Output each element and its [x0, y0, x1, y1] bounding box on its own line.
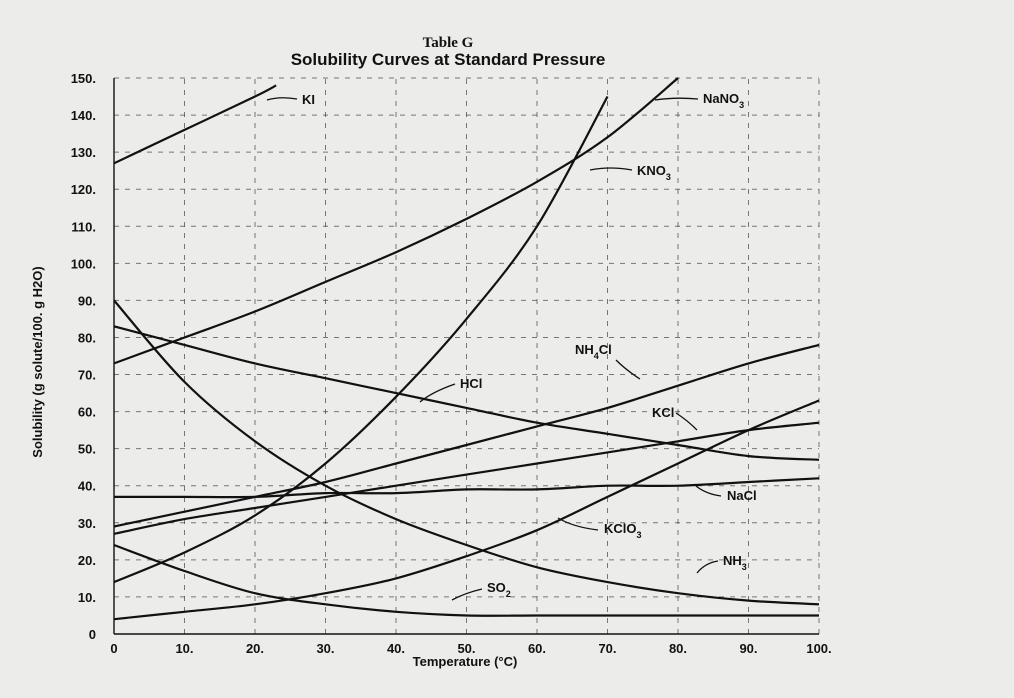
series-labels: KI NaNO3 KNO3 NH4Cl HCl KCl NaCl KClO3 NH3 SO2: [266, 91, 757, 601]
leader-kclo3: [557, 517, 599, 531]
y-tick-labels: 0 10. 20. 30. 40. 50. 60. 70. 80. 90. 100. 110. 120.…: [71, 71, 96, 642]
chart-title: Table G: [423, 35, 474, 51]
leader-hcl: [419, 383, 456, 403]
label-ki: KI: [302, 92, 315, 107]
axes: [113, 78, 819, 635]
curve-ki: [114, 84, 277, 165]
leader-kcl: [675, 412, 698, 431]
y-tick-label: 30.: [78, 516, 96, 531]
y-tick-label: 110.: [71, 219, 96, 234]
y-tick-label: 50.: [78, 442, 96, 457]
series-curves: [114, 77, 820, 621]
label-so2: SO2: [487, 580, 511, 599]
leader-nacl: [695, 485, 722, 497]
leader-kno3: [589, 167, 633, 171]
curve-nacl: [114, 477, 820, 499]
curve-nh3: [114, 299, 820, 606]
curve-nano3: [114, 77, 679, 365]
grid-lines: [114, 77, 820, 634]
y-tick-label: 40.: [78, 479, 96, 494]
leader-nano3: [654, 97, 699, 101]
y-tick-label: 80.: [78, 330, 96, 345]
label-hcl: HCl: [460, 376, 482, 391]
label-kno3: KNO3: [637, 163, 671, 182]
label-kcl: KCl: [652, 405, 674, 420]
leader-so2: [451, 588, 483, 601]
x-tick-label: 80.: [669, 641, 687, 656]
y-axis-label: Solubility (g solute/100. g H2O): [30, 266, 45, 457]
y-tick-label: 70.: [78, 368, 96, 383]
x-tick-label: 0: [110, 641, 117, 656]
leader-ki: [266, 97, 298, 101]
y-tick-label: 130.: [71, 145, 96, 160]
curve-hcl: [114, 325, 820, 461]
x-tick-label: 30.: [316, 641, 334, 656]
y-tick-label: 140.: [71, 108, 96, 123]
x-tick-label: 10.: [175, 641, 193, 656]
y-tick-label: 20.: [78, 553, 96, 568]
curve-kno3: [114, 95, 609, 584]
chart-subtitle: Solubility Curves at Standard Pressure: [291, 50, 606, 69]
x-tick-label: 70.: [598, 641, 616, 656]
x-axis-label: Temperature (°C): [413, 654, 518, 669]
curve-kcl: [114, 421, 820, 535]
label-nh3: NH3: [723, 553, 747, 572]
y-tick-label: 60.: [78, 405, 96, 420]
curve-kclo3: [114, 399, 820, 621]
y-tick-label: 10.: [78, 590, 96, 605]
x-tick-label: 100.: [806, 641, 831, 656]
curve-nh4cl: [114, 343, 820, 528]
y-tick-label: 120.: [71, 182, 96, 197]
leader-nh3: [696, 560, 719, 574]
x-tick-label: 20.: [246, 641, 264, 656]
x-tick-label: 50.: [457, 641, 475, 656]
label-kclo3: KClO3: [604, 521, 642, 540]
x-tick-label: 90.: [739, 641, 757, 656]
x-tick-label: 60.: [528, 641, 546, 656]
x-tick-label: 40.: [387, 641, 405, 656]
x-tick-labels: 0 10. 20. 30. 40. 50. 60. 70. 80. 90. 100.: [110, 641, 831, 656]
curve-so2: [114, 543, 819, 617]
y-tick-label: 0: [89, 627, 96, 642]
y-tick-label: 100.: [71, 256, 96, 271]
y-tick-label: 90.: [78, 293, 96, 308]
y-tick-label: 150.: [71, 71, 96, 86]
label-nano3: NaNO3: [703, 91, 744, 110]
leader-nh4cl: [615, 359, 641, 380]
label-nacl: NaCl: [727, 488, 757, 503]
label-nh4cl: NH4Cl: [575, 342, 612, 361]
